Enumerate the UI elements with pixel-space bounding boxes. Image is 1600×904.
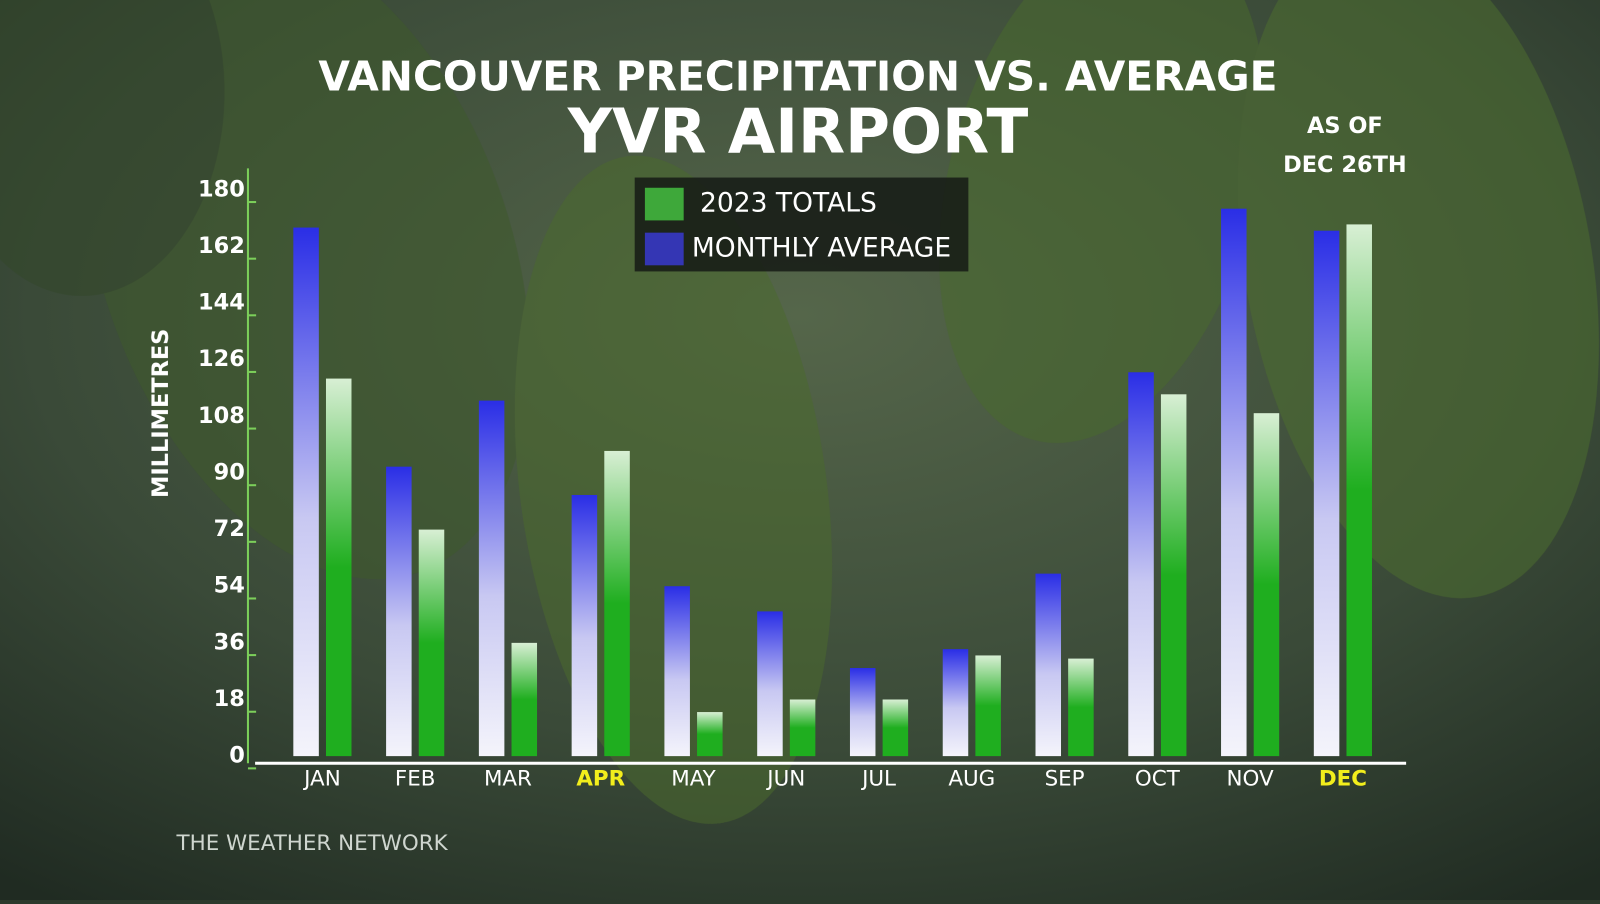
y-tick-label: 18 [214, 686, 245, 712]
bar [1035, 573, 1062, 757]
bar [664, 586, 690, 757]
bar [325, 378, 352, 757]
bar [789, 699, 816, 757]
bar [1253, 413, 1280, 757]
bar [975, 655, 1001, 757]
bar [942, 649, 969, 757]
chart-title: VANCOUVER PRECIPITATION VS. AVERAGE [318, 53, 1277, 101]
x-tick-label: JUL [860, 767, 896, 792]
y-tick-label: 54 [214, 573, 245, 599]
legend-label: MONTHLY AVERAGE [692, 232, 951, 263]
bar [697, 712, 723, 757]
y-tick-label: 180 [198, 176, 245, 202]
x-tick-label: AUG [948, 767, 995, 792]
bar [604, 450, 630, 757]
bar [511, 642, 538, 757]
bar [293, 227, 319, 757]
bar [478, 400, 505, 757]
y-axis-title: MILLIMETRES [148, 329, 174, 498]
y-tick-label: 108 [198, 403, 245, 429]
bar [386, 466, 412, 757]
x-tick-label: DEC [1319, 767, 1367, 792]
y-tick-label: 126 [198, 346, 245, 372]
x-tick-label: NOV [1227, 767, 1274, 792]
y-tick-label: 0 [229, 743, 245, 769]
bar [1221, 208, 1247, 757]
y-tick-label: 36 [214, 629, 245, 655]
x-tick-label: APR [576, 767, 625, 792]
y-tick-label: 72 [214, 516, 245, 542]
y-tick-label: 144 [198, 290, 245, 316]
legend-label: 2023 TOTALS [700, 188, 877, 219]
bar [849, 668, 876, 757]
bar [1346, 224, 1372, 757]
x-tick-label: MAY [671, 767, 716, 792]
y-tick-label: 162 [198, 233, 245, 259]
annotation: DEC 26TH [1283, 152, 1407, 178]
x-tick-label: MAR [484, 767, 532, 792]
x-tick-label: SEP [1045, 767, 1085, 792]
bar [1068, 658, 1094, 757]
legend-swatch [644, 187, 684, 221]
source: THE WEATHER NETWORK [176, 831, 449, 856]
legend-swatch [644, 232, 684, 266]
bar [1313, 230, 1340, 757]
bar [418, 529, 445, 757]
bar [1160, 394, 1187, 757]
legend-box [634, 177, 969, 272]
y-tick-label: 90 [214, 459, 245, 485]
x-tick-label: OCT [1135, 767, 1181, 792]
x-tick-label: FEB [395, 767, 436, 792]
bar [882, 699, 909, 757]
bar [1128, 372, 1154, 757]
bar [757, 611, 783, 757]
x-tick-label: JAN [302, 767, 341, 792]
x-tick-label: JUN [765, 767, 805, 792]
annotation: AS OF [1307, 113, 1383, 139]
chart-subtitle: YVR AIRPORT [567, 96, 1029, 167]
bar [571, 494, 598, 757]
